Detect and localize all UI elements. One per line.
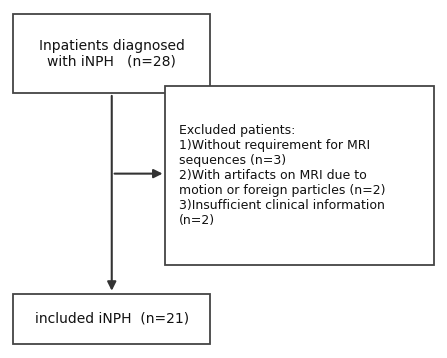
FancyBboxPatch shape — [165, 86, 434, 265]
Text: Excluded patients:
1)Without requirement for MRI
sequences (n=3)
2)With artifact: Excluded patients: 1)Without requirement… — [179, 124, 385, 227]
Text: included iNPH  (n=21): included iNPH (n=21) — [35, 311, 189, 326]
FancyBboxPatch shape — [13, 294, 210, 344]
FancyBboxPatch shape — [13, 14, 210, 93]
Text: Inpatients diagnosed
with iNPH   (n=28): Inpatients diagnosed with iNPH (n=28) — [39, 39, 185, 69]
